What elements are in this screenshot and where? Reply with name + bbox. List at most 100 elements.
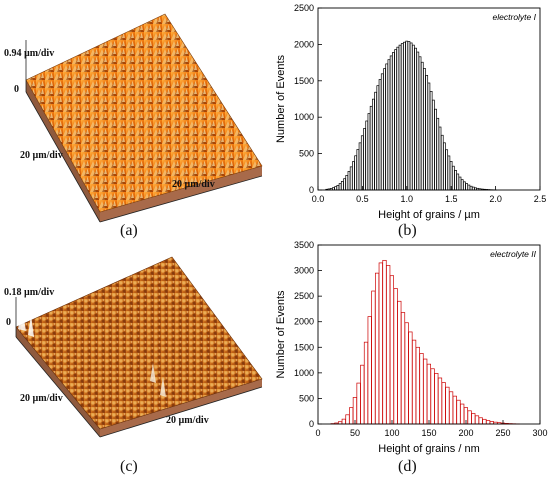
b-bar xyxy=(356,149,360,191)
b-bar xyxy=(403,41,406,191)
d-y-tick-label: 0 xyxy=(309,419,314,429)
d-y-tick-label: 2500 xyxy=(294,291,314,301)
d-bar xyxy=(445,386,450,425)
d-x-axis-label: Height of grains / nm xyxy=(378,443,480,455)
b-bar xyxy=(372,98,375,191)
b-bar xyxy=(385,63,389,191)
b-y-tick-label: 1000 xyxy=(294,112,314,122)
afm-a-zero: 0 xyxy=(14,84,19,95)
b-bar xyxy=(429,91,433,191)
caption-a: (a) xyxy=(120,222,138,239)
b-bar xyxy=(338,183,342,191)
d-x-tick-label: 150 xyxy=(421,428,436,438)
d-bar xyxy=(449,391,454,425)
b-x-axis-label: Height of grains / µm xyxy=(378,209,480,221)
b-x-tick-label: 0.5 xyxy=(356,194,369,204)
b-plot-frame xyxy=(317,7,541,191)
d-bar xyxy=(397,300,402,425)
b-bar xyxy=(443,142,446,191)
b-bar xyxy=(396,46,400,191)
b-bar xyxy=(449,161,453,191)
b-bar xyxy=(398,44,402,191)
d-y-tick-label: 2000 xyxy=(294,317,314,327)
b-bar xyxy=(416,51,420,191)
d-bar xyxy=(482,418,487,425)
afm-top-a xyxy=(25,13,263,213)
b-bar xyxy=(349,166,353,191)
b-bar xyxy=(465,183,469,191)
b-bar xyxy=(387,59,391,191)
afm-top-c xyxy=(15,256,263,430)
b-bar xyxy=(378,79,382,191)
d-bar xyxy=(378,262,383,425)
d-bar xyxy=(349,407,354,425)
d-bar xyxy=(430,368,435,425)
d-bar xyxy=(360,364,365,425)
caption-b: (b) xyxy=(398,222,417,239)
d-y-tick-label: 1000 xyxy=(294,368,314,378)
b-bar xyxy=(409,42,413,191)
b-x-tick-label: 0.0 xyxy=(312,194,325,204)
d-bar xyxy=(400,312,406,425)
b-bar xyxy=(400,43,404,191)
afm-a-z-scale: 0.94 µm/div xyxy=(4,48,55,59)
b-bar xyxy=(352,161,355,191)
b-bar xyxy=(358,142,362,191)
b-x-tick-label: 1.5 xyxy=(445,194,458,204)
b-bar xyxy=(380,73,384,191)
d-bar xyxy=(474,415,480,425)
histogram-b: 0.0 0.5 1.0 1.5 2.0 2.5 0 500 1000 1500 2000 2500 He… xyxy=(275,3,546,221)
b-bar xyxy=(420,61,424,191)
afm-c-y-scale: 20 µm/div xyxy=(20,393,63,404)
b-bar xyxy=(458,176,462,191)
b-bar xyxy=(438,126,442,191)
b-bar xyxy=(467,184,471,191)
b-bar xyxy=(451,165,455,191)
d-bar xyxy=(415,346,420,425)
b-bar xyxy=(418,56,422,191)
afm-image-a: 0.94 µm/div 0 20 µm/div 20 µm/div xyxy=(0,0,265,240)
d-x-tick-label: 250 xyxy=(495,428,510,438)
b-bar xyxy=(336,184,340,191)
d-bar xyxy=(471,413,476,425)
b-bar xyxy=(360,135,364,191)
b-bar xyxy=(405,40,409,191)
d-bar xyxy=(460,403,465,425)
d-bar xyxy=(467,410,472,425)
d-bar xyxy=(408,331,413,425)
d-x-tick-label: 300 xyxy=(532,428,547,438)
histogram-d: 0 50 100 150 200 250 3000500100015002000250030… xyxy=(275,240,548,455)
b-bar xyxy=(369,105,373,191)
b-bar xyxy=(394,49,397,191)
d-bar xyxy=(419,353,424,425)
afm-image-c: 0.18 µm/div 0 20 µm/div 20 µm/div xyxy=(0,245,265,460)
b-bar xyxy=(345,175,349,191)
d-x-tick-label: 100 xyxy=(384,428,399,438)
d-bar xyxy=(478,417,483,425)
afm-c-zero: 0 xyxy=(6,317,11,328)
d-bar xyxy=(374,272,380,425)
b-bar xyxy=(334,186,338,191)
d-bar xyxy=(341,418,346,425)
d-bar xyxy=(486,420,491,425)
b-bar xyxy=(389,55,393,191)
b-bar xyxy=(427,82,431,191)
d-bar xyxy=(412,339,417,425)
d-x-tick-label: 50 xyxy=(350,428,360,438)
d-bar xyxy=(386,265,391,425)
b-y-tick-label: 1500 xyxy=(294,76,314,86)
d-bar xyxy=(356,382,361,425)
b-bar xyxy=(383,68,386,191)
d-bar xyxy=(426,363,431,425)
b-bar xyxy=(376,85,380,191)
d-x-tick-label: 200 xyxy=(458,428,473,438)
b-x-tick-label: 2.0 xyxy=(489,194,502,204)
b-bar xyxy=(363,128,366,191)
d-bar xyxy=(363,341,369,425)
d-bar xyxy=(441,382,446,425)
afm-surface-a xyxy=(25,13,263,223)
b-bar xyxy=(454,169,457,191)
d-bar xyxy=(389,275,395,425)
b-bar xyxy=(414,47,417,191)
b-bar xyxy=(463,181,466,191)
